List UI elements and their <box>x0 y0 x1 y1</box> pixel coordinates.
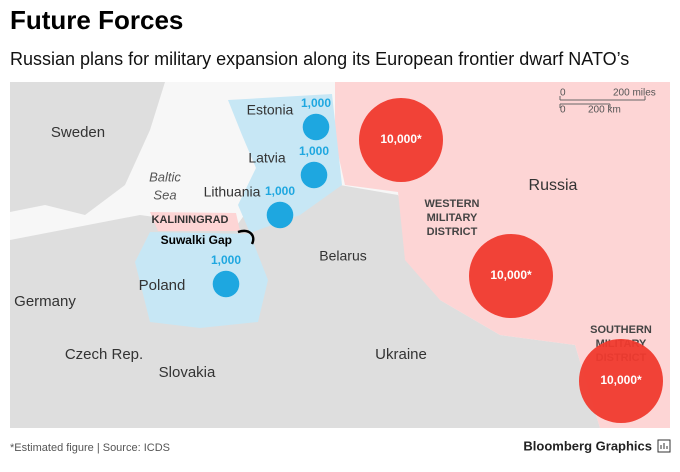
force-circle <box>212 270 240 298</box>
sea-label: Sea <box>153 187 176 202</box>
country-label: Russia <box>529 177 578 194</box>
scale-label: 200 miles <box>613 88 656 99</box>
sea-label: Baltic <box>149 169 181 184</box>
logo-icon <box>657 439 671 453</box>
scale-label: 0 <box>560 88 566 99</box>
footer-credit: Bloomberg Graphics <box>523 438 652 453</box>
force-label: 10,000* <box>600 373 642 387</box>
scale-bar <box>559 96 646 108</box>
force-label: 1,000 <box>299 144 329 158</box>
country-label: Czech Rep. <box>65 346 143 363</box>
sweden-shape <box>10 82 165 215</box>
force-circle <box>300 161 328 189</box>
district-label: SOUTHERN <box>590 324 652 336</box>
force-circle <box>302 113 330 141</box>
country-label: Latvia <box>248 150 286 166</box>
suwalki-line <box>237 229 255 245</box>
country-label: Belarus <box>319 248 366 264</box>
subtitle: Russian plans for military expansion alo… <box>10 49 629 69</box>
force-label: 1,000 <box>265 184 295 198</box>
force-circle <box>579 339 663 423</box>
country-label: Lithuania <box>204 184 261 200</box>
country-label: Poland <box>139 277 186 294</box>
force-label: 10,000* <box>380 132 422 146</box>
country-label: Sweden <box>51 124 105 141</box>
force-label: 1,000 <box>211 253 241 267</box>
force-circle <box>469 234 553 318</box>
country-label: Slovakia <box>159 364 216 381</box>
scale-label: 0 <box>560 105 566 116</box>
title: Future Forces <box>10 5 183 35</box>
scale-label: 200 km <box>588 105 621 116</box>
country-label: Estonia <box>247 102 294 118</box>
kaliningrad-shape <box>150 212 240 231</box>
country-label: Germany <box>14 293 76 310</box>
district-label: MILITARY <box>427 212 478 224</box>
force-label: 1,000 <box>301 96 331 110</box>
district-label: WESTERN <box>425 198 480 210</box>
country-label: KALININGRAD <box>152 214 229 226</box>
force-circle <box>266 201 294 229</box>
country-label: Ukraine <box>375 346 427 363</box>
poland-shape <box>135 232 268 328</box>
force-circle <box>359 98 443 182</box>
district-label: DISTRICT <box>427 226 478 238</box>
force-label: 10,000* <box>490 268 532 282</box>
footer-note: *Estimated figure | Source: ICDS <box>10 442 170 454</box>
gap-label: Suwalki Gap <box>161 233 232 247</box>
